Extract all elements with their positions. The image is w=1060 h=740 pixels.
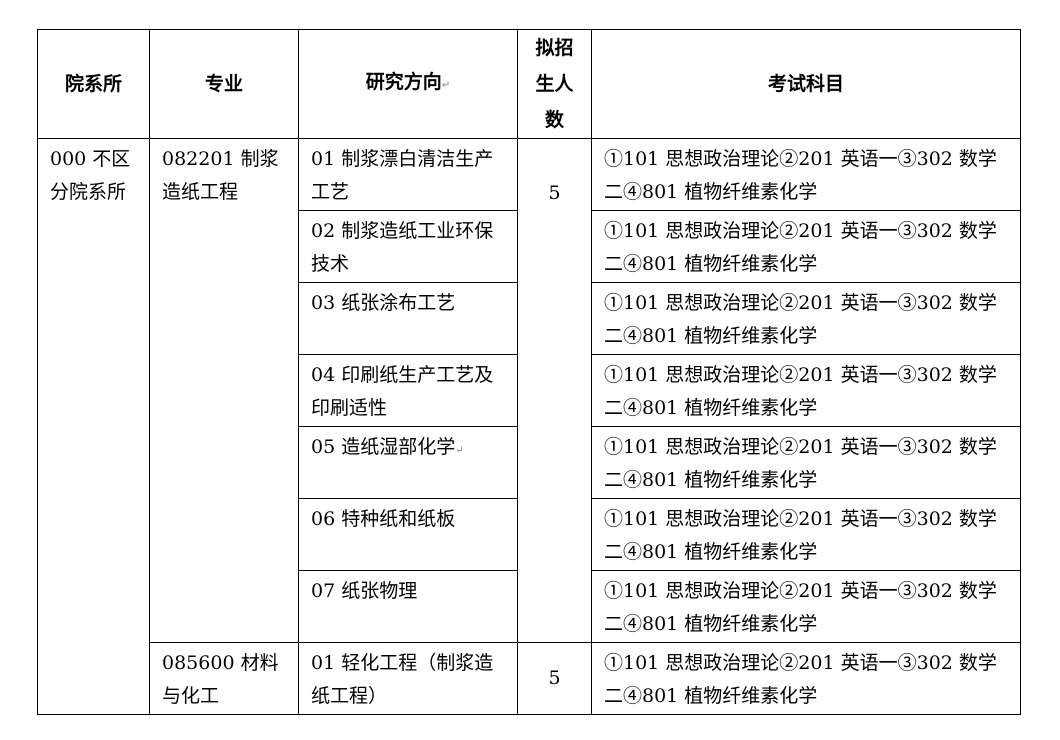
exam-cell: ①101 思想政治理论②201 英语一③302 数学二④801 植物纤维素化学 <box>591 642 1021 715</box>
major-text: 085600 材料与化工 <box>162 652 279 707</box>
table-row: 06 特种纸和纸板 ①101 思想政治理论②201 英语一③302 数学二④80… <box>38 498 1021 571</box>
exam-text: ①101 思想政治理论②201 英语一③302 数学二④801 植物纤维素化学 <box>604 580 997 635</box>
exam-cell: ①101 思想政治理论②201 英语一③302 数学二④801 植物纤维素化学 <box>591 354 1021 427</box>
exam-text: ①101 思想政治理论②201 英语一③302 数学二④801 植物纤维素化学 <box>604 436 997 491</box>
exam-text: ①101 思想政治理论②201 英语一③302 数学二④801 植物纤维素化学 <box>604 292 997 347</box>
exam-cell: ①101 思想政治理论②201 英语一③302 数学二④801 植物纤维素化学 <box>591 498 1021 571</box>
direction-cell: 01 轻化工程（制浆造纸工程） <box>298 642 518 715</box>
exam-text: ①101 思想政治理论②201 英语一③302 数学二④801 植物纤维素化学 <box>604 508 997 563</box>
direction-text: 06 特种纸和纸板 <box>311 508 456 530</box>
major-cell: 082201 制浆造纸工程 <box>149 138 299 643</box>
header-quota: 拟招生人数 <box>517 29 592 139</box>
direction-cell: 05 造纸湿部化学↵ <box>298 426 518 499</box>
major-text: 082201 制浆造纸工程 <box>162 148 279 203</box>
header-major: 专业 <box>149 29 299 139</box>
exam-cell: ①101 思想政治理论②201 英语一③302 数学二④801 植物纤维素化学 <box>591 570 1021 643</box>
exam-cell: ①101 思想政治理论②201 英语一③302 数学二④801 植物纤维素化学 <box>591 282 1021 355</box>
direction-cell: 04 印刷纸生产工艺及印刷适性 <box>298 354 518 427</box>
dept-cell: 000 不区分院系所 <box>37 138 150 715</box>
direction-text: 07 纸张物理 <box>311 580 418 602</box>
exam-text: ①101 思想政治理论②201 英语一③302 数学二④801 植物纤维素化学 <box>604 364 997 419</box>
table-row: 05 造纸湿部化学↵ ①101 思想政治理论②201 英语一③302 数学二④8… <box>38 426 1021 499</box>
table-row: 03 纸张涂布工艺 ①101 思想政治理论②201 英语一③302 数学二④80… <box>38 282 1021 355</box>
table-row: 000 不区分院系所 082201 制浆造纸工程 01 制浆漂白清洁生产工艺 5… <box>37 138 1021 715</box>
direction-text: 03 纸张涂布工艺 <box>311 292 456 314</box>
direction-text: 04 印刷纸生产工艺及印刷适性 <box>311 364 494 419</box>
dept-text: 000 不区分院系所 <box>50 148 131 203</box>
table-row: 02 制浆造纸工业环保技术 ①101 思想政治理论②201 英语一③302 数学… <box>38 210 1021 283</box>
major-cell: 085600 材料与化工 <box>149 642 299 715</box>
direction-cell: 07 纸张物理 <box>298 570 518 643</box>
direction-text: 05 造纸湿部化学 <box>311 436 456 458</box>
direction-text-wrap: 05 造纸湿部化学↵ <box>299 427 517 467</box>
exam-text: ①101 思想政治理论②201 英语一③302 数学二④801 植物纤维素化学 <box>604 148 997 203</box>
direction-cell: 03 纸张涂布工艺 <box>298 282 518 355</box>
header-row: 院系所 专业 研究方向↵ 拟招生人数 考试科目 <box>37 29 1021 139</box>
header-direction: 研究方向↵ <box>298 29 518 139</box>
quota-cell: 5 <box>517 138 592 643</box>
exam-cell: ①101 思想政治理论②201 英语一③302 数学二④801 植物纤维素化学 <box>591 426 1021 499</box>
table-row: 04 印刷纸生产工艺及印刷适性 ①101 思想政治理论②201 英语一③302 … <box>38 354 1021 427</box>
paragraph-mark: ↵ <box>441 80 451 91</box>
quota-text: 5 <box>548 182 561 204</box>
exam-cell: ①101 思想政治理论②201 英语一③302 数学二④801 植物纤维素化学 <box>591 138 1021 211</box>
header-quota-text: 拟招生人数 <box>535 37 574 131</box>
direction-text: 01 制浆漂白清洁生产工艺 <box>311 148 494 203</box>
paragraph-mark: ↵ <box>455 445 464 456</box>
exam-text: ①101 思想政治理论②201 英语一③302 数学二④801 植物纤维素化学 <box>604 220 997 275</box>
header-dept: 院系所 <box>37 29 150 139</box>
quota-text: 5 <box>548 667 561 689</box>
direction-cell: 01 制浆漂白清洁生产工艺 <box>298 138 518 211</box>
table-row: 07 纸张物理 ①101 思想政治理论②201 英语一③302 数学二④801 … <box>38 570 1021 643</box>
direction-text: 01 轻化工程（制浆造纸工程） <box>311 652 494 707</box>
enrollment-table: 院系所 专业 研究方向↵ 拟招生人数 考试科目 000 不区分院系所 08220… <box>37 29 1021 715</box>
direction-cell: 06 特种纸和纸板 <box>298 498 518 571</box>
header-direction-text: 研究方向 <box>365 71 442 93</box>
direction-cell: 02 制浆造纸工业环保技术 <box>298 210 518 283</box>
exam-text: ①101 思想政治理论②201 英语一③302 数学二④801 植物纤维素化学 <box>604 652 997 707</box>
table-row: 085600 材料与化工 01 轻化工程（制浆造纸工程） 5 ①101 思想政治… <box>38 642 1021 715</box>
exam-cell: ①101 思想政治理论②201 英语一③302 数学二④801 植物纤维素化学 <box>591 210 1021 283</box>
quota-cell: 5 <box>517 642 592 715</box>
header-exam: 考试科目 <box>591 29 1021 139</box>
direction-text: 02 制浆造纸工业环保技术 <box>311 220 494 275</box>
